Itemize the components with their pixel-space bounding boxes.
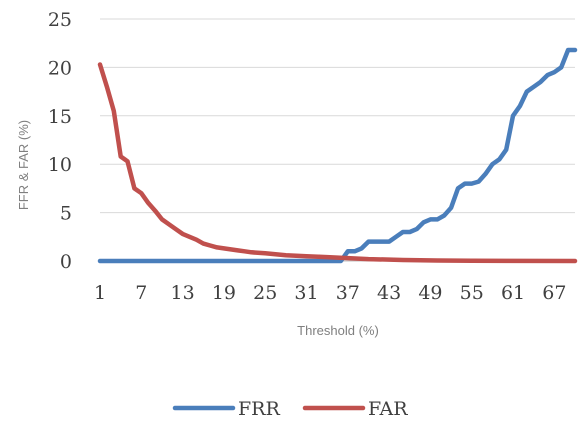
x-tick-label: 67 — [542, 282, 566, 304]
y-tick-label: 5 — [60, 203, 72, 225]
legend-label-frr: FRR — [238, 398, 280, 420]
x-tick-label: 43 — [377, 282, 401, 304]
y-tick-label: 15 — [48, 106, 72, 128]
y-axis-title: FFR & FAR (%) — [16, 120, 31, 210]
x-tick-label: 13 — [171, 282, 195, 304]
x-axis-title: Threshold (%) — [297, 323, 379, 338]
x-tick-label: 55 — [460, 282, 484, 304]
x-tick-label: 49 — [418, 282, 442, 304]
y-tick-label: 0 — [60, 251, 72, 273]
x-tick-label: 61 — [501, 282, 525, 304]
x-tick-label: 7 — [135, 282, 147, 304]
x-tick-label: 31 — [294, 282, 318, 304]
series-line-far — [97, 62, 578, 264]
y-tick-label: 25 — [48, 9, 72, 31]
series-lines — [97, 47, 578, 264]
y-axis-ticks: 0 5 10 15 20 25 — [48, 9, 72, 273]
legend-label-far: FAR — [368, 398, 408, 420]
series-line-frr — [97, 47, 578, 264]
x-tick-label: 19 — [212, 282, 236, 304]
x-tick-label: 1 — [94, 282, 106, 304]
x-tick-label: 37 — [336, 282, 360, 304]
x-tick-label: 25 — [253, 282, 277, 304]
y-tick-label: 10 — [48, 154, 72, 176]
y-tick-label: 20 — [48, 57, 72, 79]
legend: FRR FAR — [172, 398, 408, 420]
x-axis-ticks: 1 7 13 19 25 31 37 43 49 55 61 67 — [94, 282, 566, 304]
